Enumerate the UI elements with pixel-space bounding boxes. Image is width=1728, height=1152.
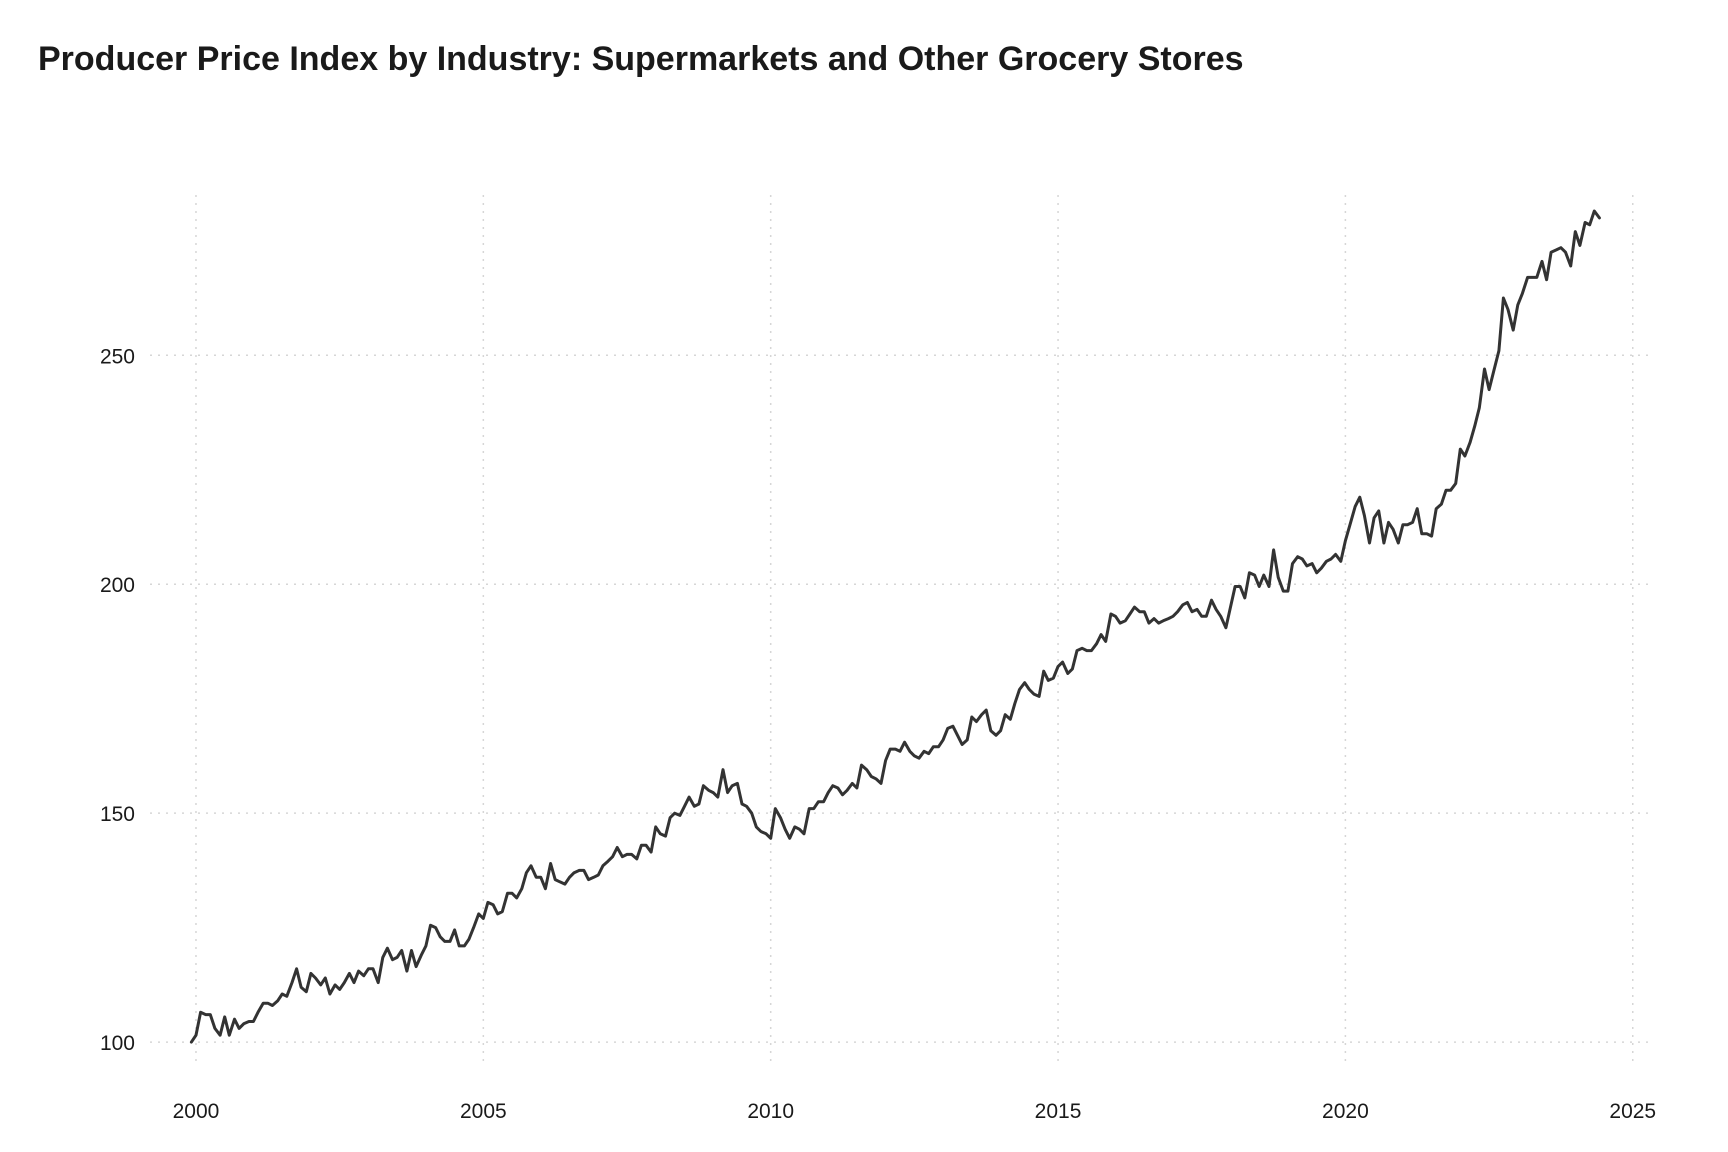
series-line — [189, 209, 1601, 1044]
x-tick-label: 2000 — [173, 1100, 220, 1123]
x-tick-label: 2010 — [747, 1100, 794, 1123]
axis-tick-labels: 2000 2005 2010 2015 2020 2025 100 150 200 250 — [100, 345, 1656, 1123]
x-tick-label: 2015 — [1035, 1100, 1082, 1123]
grid-lines — [150, 195, 1650, 1065]
y-tick-label: 150 — [100, 803, 135, 826]
series-layer — [189, 209, 1601, 1044]
chart-title: Producer Price Index by Industry: Superm… — [38, 40, 1244, 78]
y-tick-label: 200 — [100, 574, 135, 597]
x-tick-label: 2020 — [1322, 1100, 1369, 1123]
x-tick-label: 2025 — [1609, 1100, 1656, 1123]
y-tick-label: 250 — [100, 345, 135, 368]
x-tick-label: 2005 — [460, 1100, 507, 1123]
y-tick-label: 100 — [100, 1032, 135, 1055]
